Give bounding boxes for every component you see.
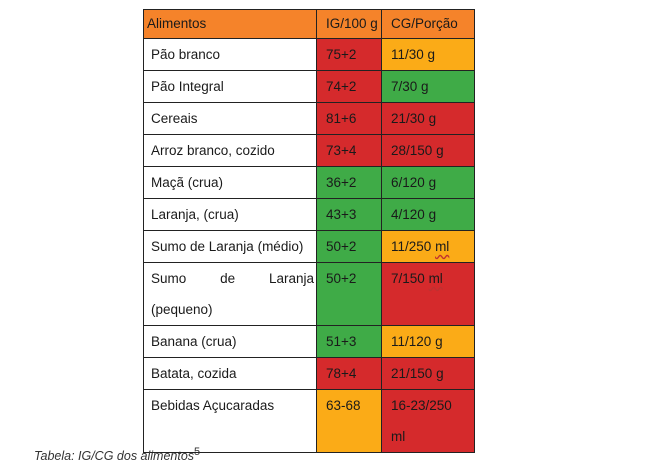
food-cell: Sumo de Laranja (médio): [143, 230, 317, 263]
cg-line-1: 16-23/250: [391, 398, 452, 413]
cg-cell: 11/30 g: [381, 38, 475, 71]
cg-amount: 21/150: [391, 366, 433, 381]
cg-cell: 11/120 g: [381, 325, 475, 358]
cg-amount: 7/30: [391, 79, 418, 94]
food-cell: Arroz branco, cozido: [143, 134, 317, 167]
ig-cell: 36+2: [316, 166, 382, 199]
cg-cell: 28/150 g: [381, 134, 475, 167]
table-caption: Tabela: IG/CG dos alimentos5: [34, 446, 200, 463]
food-word: Laranja: [268, 271, 314, 286]
table-row: Batata, cozida 78+4 21/150 g: [143, 357, 475, 390]
cg-unit: g: [427, 47, 436, 62]
cg-unit: g: [428, 207, 437, 222]
ig-cell: 63-68: [316, 389, 382, 453]
cg-unit: g: [436, 366, 444, 381]
caption-reference: 5: [194, 446, 201, 458]
table-row: Pão branco 75+2 11/30 g: [143, 38, 475, 71]
ig-cell: 78+4: [316, 357, 382, 390]
ig-cell: 81+6: [316, 102, 382, 135]
food-cell: Batata, cozida: [143, 357, 317, 390]
header-cg: CG/Porção: [381, 9, 475, 39]
cg-cell: 6/120 g: [381, 166, 475, 199]
ig-cell: 50+2: [316, 230, 382, 263]
cg-cell: 4/120 g: [381, 198, 475, 231]
table-row: Arroz branco, cozido 73+4 28/150 g: [143, 134, 475, 167]
caption-text: Tabela: IG/CG dos alimentos: [34, 449, 195, 463]
table-row: Maçã (crua) 36+2 6/120 g: [143, 166, 475, 199]
cg-unit: g: [436, 143, 444, 158]
food-cell: Cereais: [143, 102, 317, 135]
cg-cell: 21/150 g: [381, 357, 475, 390]
cg-cell: 16-23/250 ml: [381, 389, 475, 453]
header-food: Alimentos: [143, 9, 317, 39]
food-cell: Bebidas Açucaradas: [143, 389, 317, 453]
ig-cell: 51+3: [316, 325, 382, 358]
cg-amount: 7/150: [391, 271, 425, 286]
cg-unit: g: [428, 111, 437, 126]
food-line-2: (pequeno): [151, 302, 213, 317]
ig-cell: 43+3: [316, 198, 382, 231]
ig-cg-table: Alimentos IG/100 g CG/Porção Pão branco …: [143, 9, 475, 453]
ig-cell: 50+2: [316, 262, 382, 326]
cg-unit: ml: [428, 271, 443, 286]
food-cell: Laranja, (crua): [143, 198, 317, 231]
food-cell: Banana (crua): [143, 325, 317, 358]
cg-unit: g: [428, 175, 437, 190]
table-row: Cereais 81+6 21/30 g: [143, 102, 475, 135]
cg-unit: ml: [435, 239, 450, 254]
ig-cell: 75+2: [316, 38, 382, 71]
cg-line-2: ml: [391, 429, 406, 444]
header-ig: IG/100 g: [316, 9, 382, 39]
food-cell: Maçã (crua): [143, 166, 317, 199]
cg-cell: 21/30 g: [381, 102, 475, 135]
cg-amount: 11/30: [391, 47, 424, 62]
table-row: Pão Integral 74+2 7/30 g: [143, 70, 475, 103]
table-header-row: Alimentos IG/100 g CG/Porção: [143, 9, 475, 39]
ig-cell: 74+2: [316, 70, 382, 103]
cg-amount: 11/120: [391, 334, 432, 349]
ig-cell: 73+4: [316, 134, 382, 167]
cg-cell: 11/250 ml: [381, 230, 475, 263]
food-cell: Pão Integral: [143, 70, 317, 103]
cg-cell: 7/150 ml: [381, 262, 475, 326]
food-cell: Sumo de Laranja (pequeno): [143, 262, 317, 326]
table-row: Sumo de Laranja (médio) 50+2 11/250 ml: [143, 230, 475, 263]
cg-amount: 21/30: [391, 111, 425, 126]
cg-unit: g: [435, 334, 443, 349]
cg-amount: 4/120: [391, 207, 425, 222]
table-row: Laranja, (crua) 43+3 4/120 g: [143, 198, 475, 231]
cg-amount: 11/250: [391, 239, 432, 254]
table-row: Bebidas Açucaradas 63-68 16-23/250 ml: [143, 389, 475, 453]
food-line-1: Sumo de Laranja: [151, 264, 316, 295]
cg-unit: g: [421, 79, 429, 94]
table-row: Banana (crua) 51+3 11/120 g: [143, 325, 475, 358]
table-row: Sumo de Laranja (pequeno) 50+2 7/150 ml: [143, 262, 475, 326]
cg-amount: 6/120: [391, 175, 425, 190]
food-word: de: [220, 271, 236, 286]
cg-amount: 28/150: [391, 143, 433, 158]
cg-cell: 7/30 g: [381, 70, 475, 103]
food-word: Sumo: [151, 271, 187, 286]
food-cell: Pão branco: [143, 38, 317, 71]
